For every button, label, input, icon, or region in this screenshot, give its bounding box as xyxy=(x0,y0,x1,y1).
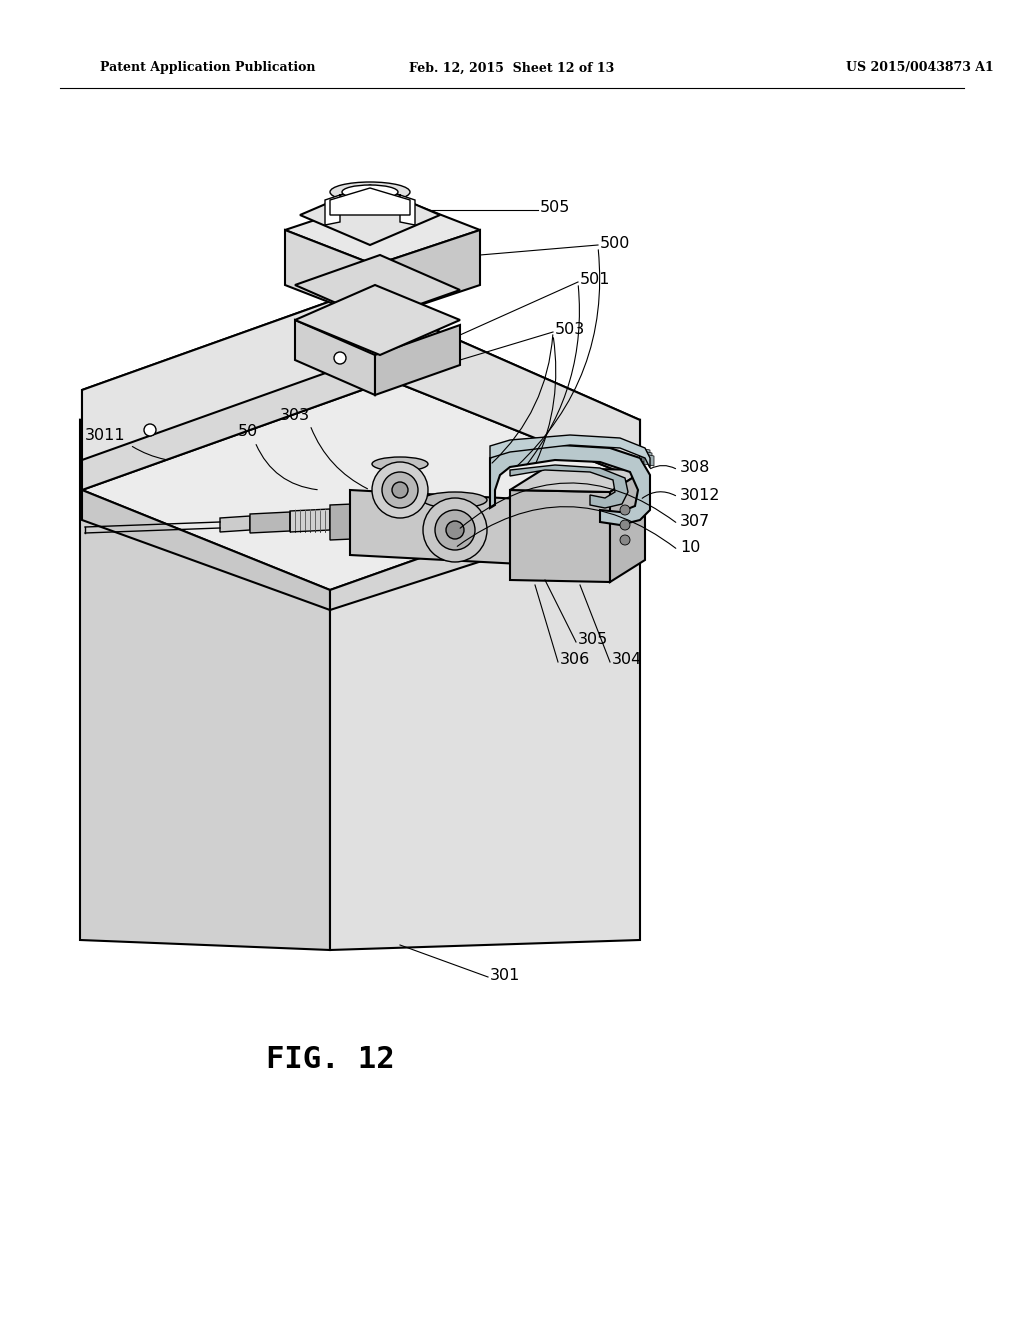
Circle shape xyxy=(423,498,487,562)
Polygon shape xyxy=(510,465,628,508)
Polygon shape xyxy=(644,454,654,466)
Ellipse shape xyxy=(330,182,410,202)
Text: 304: 304 xyxy=(612,652,642,668)
Polygon shape xyxy=(330,480,640,610)
Circle shape xyxy=(435,510,475,550)
Circle shape xyxy=(144,424,156,436)
Polygon shape xyxy=(285,230,375,319)
Polygon shape xyxy=(295,255,460,319)
Polygon shape xyxy=(82,280,390,420)
Polygon shape xyxy=(390,310,640,480)
Polygon shape xyxy=(640,447,650,459)
Circle shape xyxy=(334,352,346,364)
Text: 50: 50 xyxy=(238,425,258,440)
Polygon shape xyxy=(642,451,652,463)
Ellipse shape xyxy=(423,492,487,508)
Circle shape xyxy=(620,506,630,515)
Text: 308: 308 xyxy=(680,461,711,475)
Polygon shape xyxy=(375,325,460,395)
Circle shape xyxy=(620,535,630,545)
Text: 307: 307 xyxy=(680,515,711,529)
Polygon shape xyxy=(610,470,645,582)
Polygon shape xyxy=(82,380,640,590)
Text: US 2015/0043873 A1: US 2015/0043873 A1 xyxy=(846,62,994,74)
FancyArrowPatch shape xyxy=(650,466,676,469)
Polygon shape xyxy=(330,420,640,950)
Text: 303: 303 xyxy=(280,408,310,422)
FancyArrowPatch shape xyxy=(256,445,317,490)
Text: FIG. 12: FIG. 12 xyxy=(265,1045,394,1074)
FancyArrowPatch shape xyxy=(517,249,600,466)
FancyArrowPatch shape xyxy=(526,285,580,465)
Circle shape xyxy=(372,462,428,517)
Ellipse shape xyxy=(342,185,398,199)
Polygon shape xyxy=(325,185,415,224)
Polygon shape xyxy=(220,516,250,532)
Polygon shape xyxy=(80,310,640,531)
FancyArrowPatch shape xyxy=(642,492,676,498)
Polygon shape xyxy=(82,310,390,490)
Polygon shape xyxy=(490,445,650,525)
Polygon shape xyxy=(330,187,410,215)
Text: 505: 505 xyxy=(540,201,570,215)
Polygon shape xyxy=(295,285,460,355)
Text: Patent Application Publication: Patent Application Publication xyxy=(100,62,315,74)
Text: 10: 10 xyxy=(680,540,700,556)
Polygon shape xyxy=(510,469,645,492)
Text: 3012: 3012 xyxy=(680,487,721,503)
Text: 501: 501 xyxy=(580,272,610,288)
Circle shape xyxy=(620,520,630,531)
Polygon shape xyxy=(82,490,330,610)
Polygon shape xyxy=(350,490,540,565)
FancyArrowPatch shape xyxy=(460,483,676,528)
Text: 3011: 3011 xyxy=(85,428,125,442)
Circle shape xyxy=(392,482,408,498)
Polygon shape xyxy=(290,510,330,532)
Polygon shape xyxy=(82,280,390,459)
Text: 500: 500 xyxy=(600,235,631,251)
FancyArrowPatch shape xyxy=(492,335,553,463)
Text: 305: 305 xyxy=(578,632,608,648)
Text: Feb. 12, 2015  Sheet 12 of 13: Feb. 12, 2015 Sheet 12 of 13 xyxy=(410,62,614,74)
Polygon shape xyxy=(510,490,610,582)
Circle shape xyxy=(446,521,464,539)
Text: 306: 306 xyxy=(560,652,590,668)
Polygon shape xyxy=(490,436,650,469)
FancyArrowPatch shape xyxy=(458,507,676,548)
Polygon shape xyxy=(300,185,440,246)
Polygon shape xyxy=(330,503,375,540)
Text: 503: 503 xyxy=(555,322,586,338)
Text: 301: 301 xyxy=(490,968,520,982)
Ellipse shape xyxy=(372,457,428,471)
Polygon shape xyxy=(250,512,290,533)
Polygon shape xyxy=(295,319,375,395)
FancyArrowPatch shape xyxy=(132,446,165,459)
Polygon shape xyxy=(285,195,480,265)
Polygon shape xyxy=(375,230,480,319)
FancyArrowPatch shape xyxy=(537,338,556,462)
FancyArrowPatch shape xyxy=(311,428,368,488)
Polygon shape xyxy=(80,420,330,950)
Circle shape xyxy=(382,473,418,508)
